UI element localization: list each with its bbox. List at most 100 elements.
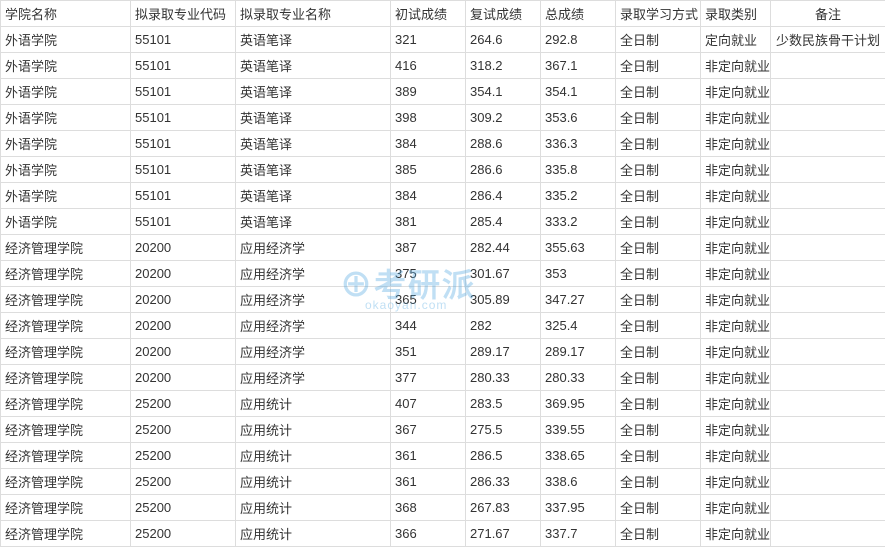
table-cell: 非定向就业: [701, 105, 771, 131]
table-cell: 英语笔译: [236, 209, 391, 235]
table-cell: 407: [391, 391, 466, 417]
table-cell: 20200: [131, 261, 236, 287]
table-cell: 361: [391, 443, 466, 469]
table-cell: 416: [391, 53, 466, 79]
admission-table: 学院名称 拟录取专业代码 拟录取专业名称 初试成绩 复试成绩 总成绩 录取学习方…: [0, 0, 885, 547]
table-cell: 全日制: [616, 495, 701, 521]
table-cell: 367.1: [541, 53, 616, 79]
table-cell: 非定向就业: [701, 235, 771, 261]
header-total-score: 总成绩: [541, 1, 616, 27]
table-cell: [771, 53, 885, 79]
table-cell: 25200: [131, 443, 236, 469]
table-cell: 外语学院: [1, 27, 131, 53]
table-cell: 经济管理学院: [1, 261, 131, 287]
table-cell: 全日制: [616, 79, 701, 105]
table-body: 外语学院55101英语笔译321264.6292.8全日制定向就业少数民族骨干计…: [1, 27, 885, 547]
table-row: 经济管理学院20200应用经济学377280.33280.33全日制非定向就业: [1, 365, 885, 391]
table-row: 经济管理学院25200应用统计361286.5338.65全日制非定向就业: [1, 443, 885, 469]
table-cell: 275.5: [466, 417, 541, 443]
table-cell: 英语笔译: [236, 53, 391, 79]
table-cell: 280.33: [466, 365, 541, 391]
table-row: 经济管理学院20200应用经济学387282.44355.63全日制非定向就业: [1, 235, 885, 261]
table-cell: 非定向就业: [701, 287, 771, 313]
table-cell: 286.5: [466, 443, 541, 469]
table-cell: 经济管理学院: [1, 339, 131, 365]
table-row: 经济管理学院20200应用经济学365305.89347.27全日制非定向就业: [1, 287, 885, 313]
header-major-code: 拟录取专业代码: [131, 1, 236, 27]
table-cell: 333.2: [541, 209, 616, 235]
table-cell: 非定向就业: [701, 313, 771, 339]
table-cell: 外语学院: [1, 131, 131, 157]
table-cell: 应用经济学: [236, 235, 391, 261]
table-cell: [771, 209, 885, 235]
table-cell: 经济管理学院: [1, 313, 131, 339]
table-cell: 非定向就业: [701, 339, 771, 365]
table-cell: 非定向就业: [701, 53, 771, 79]
table-cell: 全日制: [616, 235, 701, 261]
table-cell: 非定向就业: [701, 79, 771, 105]
table-cell: 353: [541, 261, 616, 287]
table-cell: 全日制: [616, 365, 701, 391]
table-cell: [771, 131, 885, 157]
table-row: 经济管理学院20200应用经济学375301.67353全日制非定向就业: [1, 261, 885, 287]
table-cell: [771, 495, 885, 521]
table-cell: 55101: [131, 157, 236, 183]
table-cell: 55101: [131, 105, 236, 131]
table-cell: 25200: [131, 521, 236, 547]
table-cell: 英语笔译: [236, 27, 391, 53]
table-cell: 英语笔译: [236, 157, 391, 183]
table-cell: 全日制: [616, 339, 701, 365]
table-row: 外语学院55101英语笔译389354.1354.1全日制非定向就业: [1, 79, 885, 105]
table-row: 经济管理学院25200应用统计361286.33338.6全日制非定向就业: [1, 469, 885, 495]
table-row: 经济管理学院25200应用统计366271.67337.7全日制非定向就业: [1, 521, 885, 547]
table-cell: 应用经济学: [236, 287, 391, 313]
table-cell: 非定向就业: [701, 131, 771, 157]
table-cell: 377: [391, 365, 466, 391]
table-cell: 286.33: [466, 469, 541, 495]
header-college: 学院名称: [1, 1, 131, 27]
table-cell: 335.2: [541, 183, 616, 209]
table-cell: 全日制: [616, 209, 701, 235]
table-cell: 全日制: [616, 443, 701, 469]
table-cell: 305.89: [466, 287, 541, 313]
table-cell: 外语学院: [1, 183, 131, 209]
table-cell: 全日制: [616, 313, 701, 339]
table-cell: 55101: [131, 53, 236, 79]
table-cell: 286.4: [466, 183, 541, 209]
table-row: 经济管理学院25200应用统计407283.5369.95全日制非定向就业: [1, 391, 885, 417]
table-cell: 25200: [131, 469, 236, 495]
table-cell: [771, 339, 885, 365]
table-cell: 经济管理学院: [1, 469, 131, 495]
table-cell: 339.55: [541, 417, 616, 443]
table-cell: 全日制: [616, 391, 701, 417]
table-cell: 全日制: [616, 53, 701, 79]
table-cell: [771, 417, 885, 443]
table-cell: [771, 391, 885, 417]
table-cell: 368: [391, 495, 466, 521]
table-cell: 336.3: [541, 131, 616, 157]
table-cell: 361: [391, 469, 466, 495]
table-cell: 344: [391, 313, 466, 339]
table-cell: 定向就业: [701, 27, 771, 53]
table-cell: 全日制: [616, 131, 701, 157]
table-cell: 非定向就业: [701, 495, 771, 521]
table-cell: 355.63: [541, 235, 616, 261]
table-cell: 289.17: [541, 339, 616, 365]
table-cell: 应用统计: [236, 495, 391, 521]
table-cell: 非定向就业: [701, 391, 771, 417]
table-cell: 经济管理学院: [1, 521, 131, 547]
table-cell: 非定向就业: [701, 183, 771, 209]
table-cell: 外语学院: [1, 105, 131, 131]
table-cell: 25200: [131, 495, 236, 521]
table-cell: 385: [391, 157, 466, 183]
table-cell: 292.8: [541, 27, 616, 53]
table-cell: 366: [391, 521, 466, 547]
table-cell: 全日制: [616, 183, 701, 209]
table-cell: [771, 313, 885, 339]
table-row: 外语学院55101英语笔译398309.2353.6全日制非定向就业: [1, 105, 885, 131]
table-cell: 非定向就业: [701, 209, 771, 235]
table-cell: 387: [391, 235, 466, 261]
table-cell: 20200: [131, 235, 236, 261]
table-cell: 非定向就业: [701, 521, 771, 547]
table-cell: 20200: [131, 313, 236, 339]
